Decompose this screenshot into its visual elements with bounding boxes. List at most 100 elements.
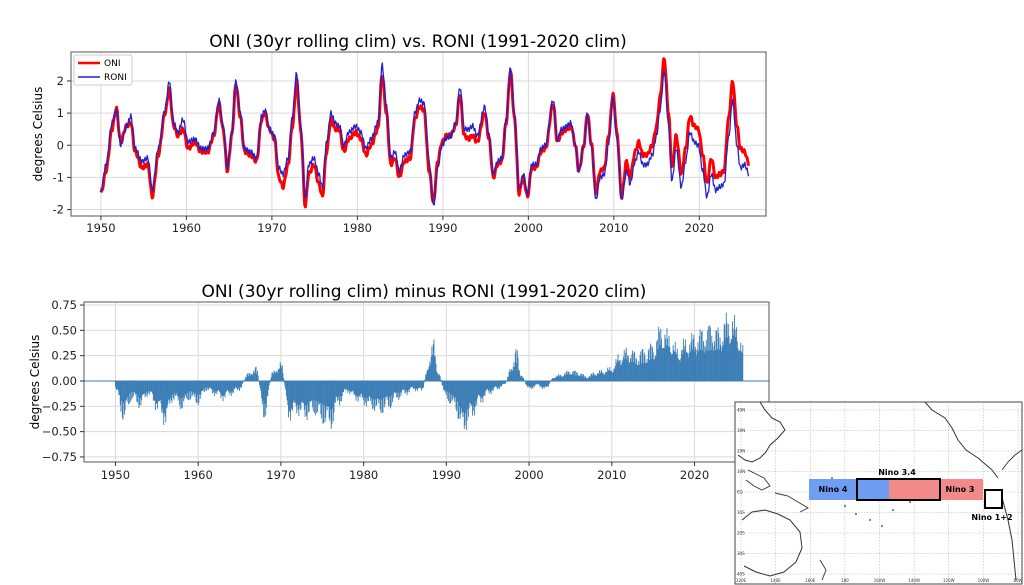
difference-bar xyxy=(275,370,277,381)
difference-bar xyxy=(252,374,254,381)
difference-bar xyxy=(410,380,412,388)
difference-bar xyxy=(356,380,358,398)
difference-bar xyxy=(394,380,396,393)
difference-bar xyxy=(593,373,595,381)
difference-bar xyxy=(736,341,738,381)
difference-bar xyxy=(494,380,496,387)
difference-bar xyxy=(208,380,209,390)
difference-bar xyxy=(620,364,622,381)
difference-bar xyxy=(370,380,371,401)
difference-bar xyxy=(689,351,691,381)
difference-bar xyxy=(172,380,174,398)
difference-bar xyxy=(334,380,336,403)
difference-bar xyxy=(166,380,168,408)
difference-bar xyxy=(423,380,425,383)
difference-bar xyxy=(482,380,484,403)
nino34-region xyxy=(856,478,941,501)
difference-bar xyxy=(499,380,501,386)
difference-bar xyxy=(521,376,523,381)
difference-bar xyxy=(634,351,636,381)
difference-bar xyxy=(417,380,419,389)
difference-bar xyxy=(360,380,362,394)
difference-bar xyxy=(293,380,295,401)
difference-bar xyxy=(517,357,519,381)
bottom-x-tick-label: 1980 xyxy=(349,468,378,482)
difference-bar xyxy=(279,368,280,381)
map-lat-label: 30S xyxy=(737,551,745,556)
difference-bar xyxy=(175,380,177,396)
difference-bar xyxy=(664,334,666,381)
roni-series-line xyxy=(100,62,750,206)
difference-bar xyxy=(157,380,159,402)
difference-bar xyxy=(203,380,205,392)
asia-coastline xyxy=(737,401,786,463)
difference-bar xyxy=(301,380,303,403)
difference-bar xyxy=(683,350,685,381)
difference-bar xyxy=(373,380,375,409)
difference-bar xyxy=(219,380,221,393)
difference-bar xyxy=(734,315,735,381)
difference-bar xyxy=(559,375,561,381)
difference-bar xyxy=(118,380,120,396)
difference-bar xyxy=(661,347,663,381)
difference-bar xyxy=(603,373,604,381)
difference-bar xyxy=(523,377,525,381)
difference-bar xyxy=(465,380,467,430)
difference-bar xyxy=(166,380,167,409)
difference-bar xyxy=(232,380,234,394)
difference-bar xyxy=(241,380,243,385)
difference-bar xyxy=(564,372,566,381)
bottom-x-tick-label: 1950 xyxy=(101,468,130,482)
difference-bar xyxy=(476,380,478,406)
difference-bar xyxy=(336,380,338,401)
difference-bar xyxy=(493,380,495,388)
difference-bar xyxy=(626,359,628,381)
difference-bar xyxy=(419,380,420,388)
map-lat-label: EQ xyxy=(737,490,743,495)
difference-bar xyxy=(392,380,394,403)
difference-bar xyxy=(266,380,268,397)
difference-bar xyxy=(556,376,558,381)
difference-bar xyxy=(501,380,502,387)
difference-bar xyxy=(617,354,619,381)
difference-bar xyxy=(703,341,704,381)
difference-bar xyxy=(378,380,380,404)
bottom-y-tick-label: 0.25 xyxy=(51,349,77,363)
difference-bar xyxy=(265,380,267,416)
difference-bar xyxy=(126,380,128,402)
difference-bar xyxy=(283,378,285,381)
difference-bar xyxy=(368,380,369,402)
difference-bar xyxy=(678,359,680,381)
difference-bar xyxy=(512,370,513,381)
difference-bar xyxy=(695,349,697,381)
top-y-tick-label: 0 xyxy=(57,138,64,152)
top-x-tick-label: 1960 xyxy=(172,221,201,235)
difference-bar xyxy=(159,380,161,402)
australia-coastline xyxy=(741,509,803,577)
legend-oni-label: ONI xyxy=(104,59,120,69)
difference-bar xyxy=(531,380,533,390)
difference-bar xyxy=(718,333,720,381)
difference-bar xyxy=(668,335,670,381)
difference-bar xyxy=(567,374,569,381)
difference-bar xyxy=(581,373,582,381)
difference-bar xyxy=(379,380,381,410)
difference-bar xyxy=(244,378,246,381)
difference-bar xyxy=(441,380,442,383)
difference-bar xyxy=(479,380,480,396)
bottom-x-tick-label: 1970 xyxy=(266,468,295,482)
difference-bar xyxy=(508,371,510,381)
difference-bar xyxy=(680,358,682,381)
difference-bar xyxy=(672,353,673,381)
difference-bar xyxy=(459,380,461,420)
difference-bar xyxy=(161,380,163,409)
nino-regions-map: Nino 4 Nino 3.4 Nino 3 Nino 1+2 120E 140E… xyxy=(734,401,1023,585)
difference-bar xyxy=(134,380,136,393)
difference-bar xyxy=(221,380,223,396)
difference-bar xyxy=(657,349,659,381)
difference-bar xyxy=(713,346,715,381)
difference-bar xyxy=(214,380,216,397)
difference-bar xyxy=(536,380,538,384)
difference-bar xyxy=(341,380,343,402)
difference-bar xyxy=(226,380,228,390)
